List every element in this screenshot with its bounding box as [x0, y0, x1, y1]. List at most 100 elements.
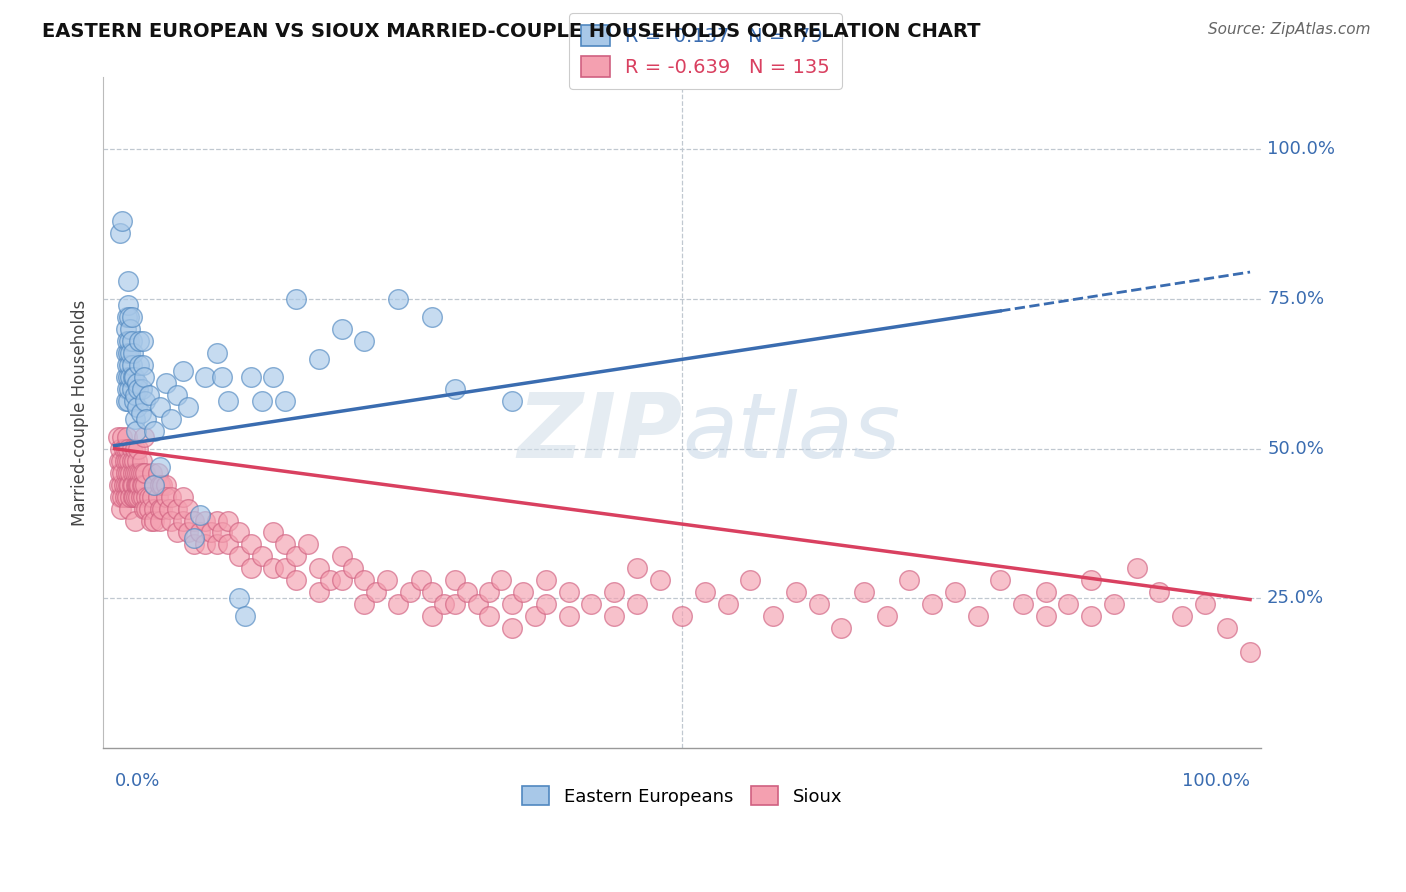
Point [478, 609, 501, 624]
Point [648, 574, 671, 588]
Point [921, 598, 943, 612]
Point [121, 442, 143, 456]
Point [132, 501, 155, 516]
Point [118, 334, 141, 348]
Point [127, 400, 149, 414]
Point [183, 514, 205, 528]
Point [217, 514, 239, 528]
Point [308, 561, 330, 575]
Point [115, 358, 138, 372]
Point [115, 466, 138, 480]
Point [115, 346, 138, 360]
Point [115, 453, 138, 467]
Point [364, 585, 387, 599]
Point [228, 591, 250, 606]
Point [1080, 574, 1102, 588]
Point [512, 585, 534, 599]
Point [274, 537, 297, 551]
Point [135, 490, 157, 504]
Point [118, 453, 141, 467]
Point [274, 561, 297, 575]
Point [717, 598, 740, 612]
Point [128, 334, 150, 348]
Point [111, 466, 134, 480]
Point [115, 393, 138, 408]
Point [146, 466, 169, 480]
Point [132, 466, 155, 480]
Point [456, 585, 478, 599]
Point [139, 514, 162, 528]
Point [177, 525, 200, 540]
Point [194, 537, 217, 551]
Point [143, 477, 166, 491]
Point [115, 310, 138, 324]
Point [160, 411, 183, 425]
Point [120, 346, 142, 360]
Point [233, 609, 256, 624]
Point [149, 501, 172, 516]
Point [988, 574, 1011, 588]
Point [127, 490, 149, 504]
Point [108, 477, 131, 491]
Point [330, 549, 353, 564]
Point [122, 369, 145, 384]
Point [121, 310, 143, 324]
Point [217, 393, 239, 408]
Point [155, 477, 177, 491]
Point [155, 376, 177, 390]
Point [118, 477, 141, 491]
Point [262, 369, 284, 384]
Point [134, 466, 156, 480]
Point [129, 466, 152, 480]
Point [1057, 598, 1080, 612]
Point [127, 382, 149, 396]
Point [217, 537, 239, 551]
Point [1035, 585, 1057, 599]
Point [467, 598, 489, 612]
Point [353, 574, 375, 588]
Point [115, 442, 138, 456]
Point [166, 388, 188, 402]
Point [124, 466, 146, 480]
Point [228, 549, 250, 564]
Point [285, 292, 308, 306]
Point [330, 574, 353, 588]
Point [124, 388, 146, 402]
Point [132, 430, 155, 444]
Point [671, 609, 693, 624]
Point [125, 477, 148, 491]
Point [117, 298, 139, 312]
Point [141, 466, 163, 480]
Point [1239, 645, 1261, 659]
Point [353, 334, 375, 348]
Point [166, 501, 188, 516]
Point [124, 442, 146, 456]
Point [134, 477, 156, 491]
Point [444, 574, 467, 588]
Point [308, 585, 330, 599]
Point [127, 453, 149, 467]
Point [114, 453, 136, 467]
Point [143, 501, 166, 516]
Point [422, 609, 444, 624]
Point [141, 490, 163, 504]
Point [111, 430, 134, 444]
Point [160, 490, 183, 504]
Point [183, 532, 205, 546]
Point [205, 346, 228, 360]
Point [117, 346, 139, 360]
Point [155, 490, 177, 504]
Point [118, 501, 141, 516]
Text: Source: ZipAtlas.com: Source: ZipAtlas.com [1208, 22, 1371, 37]
Point [149, 459, 172, 474]
Point [121, 382, 143, 396]
Point [557, 609, 579, 624]
Point [120, 322, 142, 336]
Point [501, 598, 523, 612]
Point [149, 477, 172, 491]
Point [398, 585, 420, 599]
Point [120, 369, 142, 384]
Point [422, 310, 444, 324]
Point [143, 424, 166, 438]
Point [501, 621, 523, 635]
